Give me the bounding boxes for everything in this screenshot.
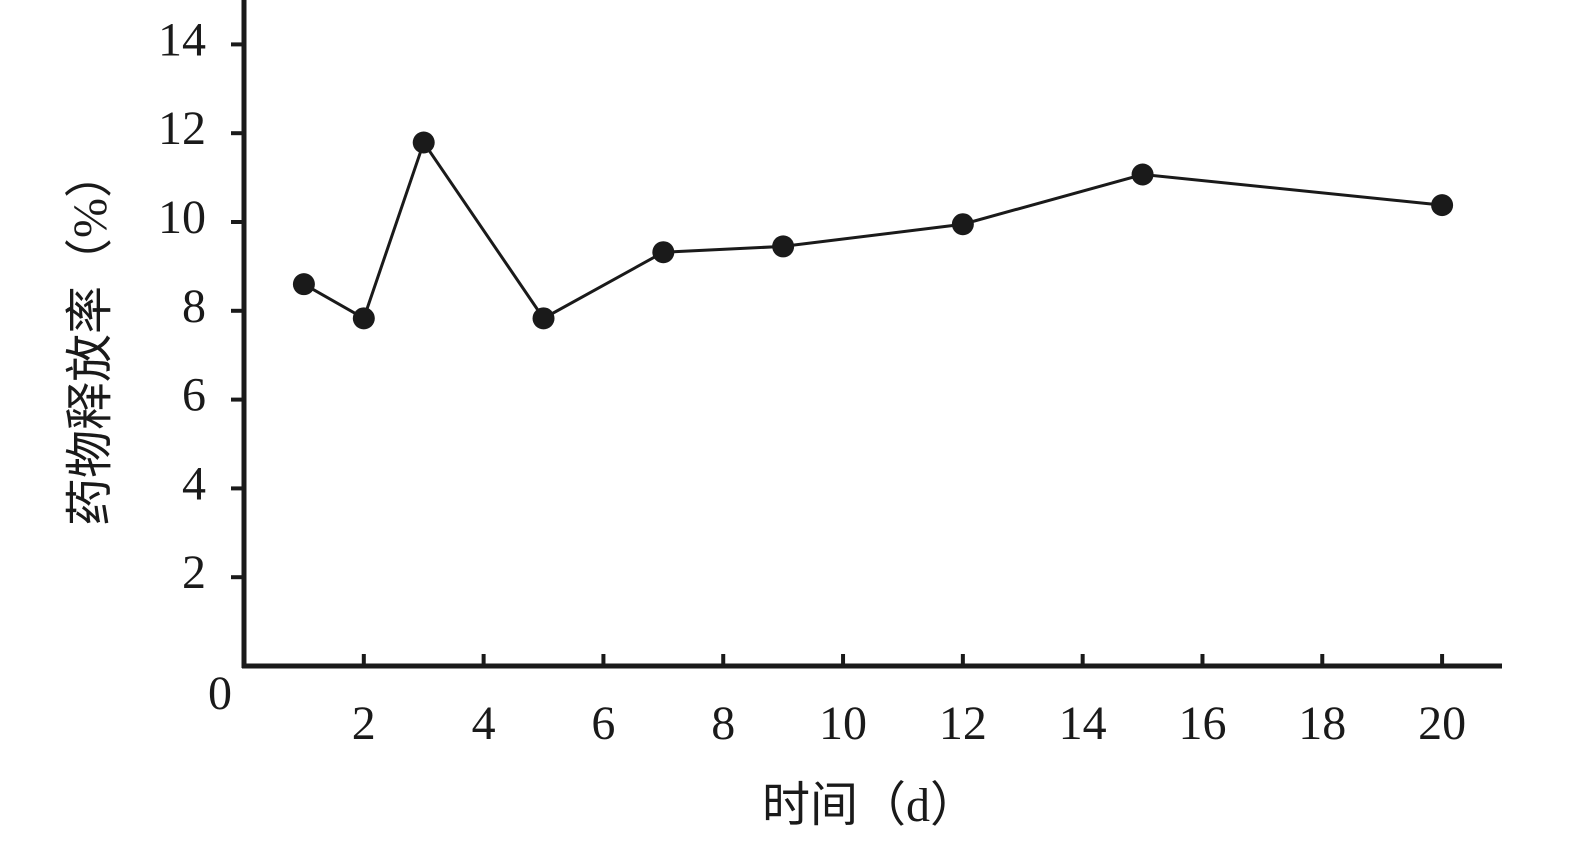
- x-tick-label: 18: [1298, 697, 1346, 750]
- x-tick-label: 4: [472, 697, 496, 750]
- y-tick-label: 14: [158, 13, 206, 66]
- x-tick-label: 2: [352, 697, 376, 750]
- point: [652, 241, 675, 264]
- x-tick-label: 6: [591, 697, 615, 750]
- y-tick-label: 8: [182, 280, 206, 333]
- y-axis-label: 药物释放率（%）: [64, 150, 117, 526]
- x-tick-label: 14: [1059, 697, 1107, 750]
- point: [951, 213, 974, 236]
- y-tick-label: 10: [158, 191, 206, 244]
- y-tick-label: 6: [182, 369, 206, 422]
- x-tick-label: 20: [1418, 697, 1466, 750]
- y-tick-label: 4: [182, 457, 206, 510]
- x-axis-label: 时间（d）: [762, 779, 978, 832]
- y-tick-label: 2: [182, 546, 206, 599]
- x-tick-label: 12: [939, 697, 987, 750]
- point: [1431, 194, 1454, 217]
- point: [292, 273, 315, 296]
- x-tick-label: 8: [711, 697, 735, 750]
- point: [352, 307, 375, 330]
- x-tick-label: 10: [819, 697, 867, 750]
- y-tick-label: 0: [208, 667, 232, 720]
- x-tick-label: 16: [1178, 697, 1226, 750]
- line: [303, 139, 1443, 321]
- point: [532, 307, 555, 330]
- point: [772, 235, 795, 258]
- point: [1131, 163, 1154, 186]
- y-tick-label: 12: [158, 102, 206, 155]
- point: [412, 131, 435, 154]
